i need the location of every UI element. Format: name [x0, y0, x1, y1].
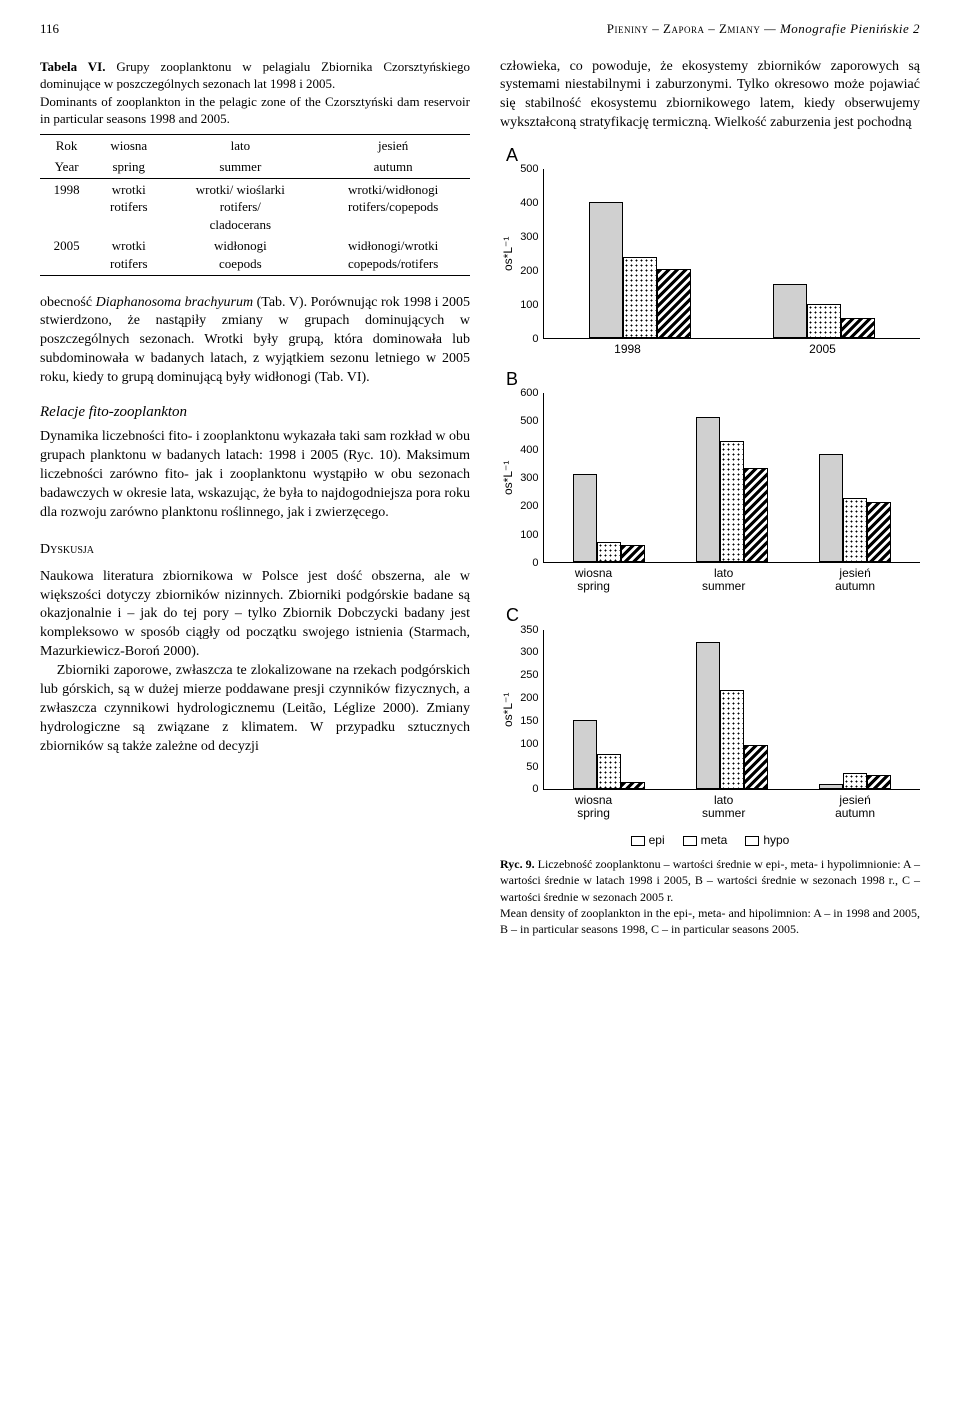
bar-meta — [843, 498, 867, 562]
running-head: 116 Pieniny – Zapora – Zmiany — Monograf… — [40, 20, 920, 38]
table-row: 1998 wrotkirotifers wrotki/ wioślarkirot… — [40, 178, 470, 235]
body-text: Zbiorniki zaporowe, zwłaszcza te zlokali… — [40, 662, 470, 756]
y-axis-label: os*L⁻¹ — [500, 630, 516, 790]
bar-hypo — [867, 502, 891, 562]
running-title: Pieniny – Zapora – Zmiany — Monografie P… — [607, 20, 920, 38]
panel-C-label: C — [506, 603, 920, 627]
body-text: człowieka, co powoduje, że ekosystemy zb… — [500, 58, 920, 134]
legend-swatch-hypo — [745, 836, 759, 846]
y-axis-label: os*L⁻¹ — [500, 393, 516, 563]
legend-swatch-meta — [683, 836, 697, 846]
chart-C: os*L⁻¹350300250200150100500wiosna spring… — [500, 630, 920, 820]
section-head-dyskusja: Dyskusja — [40, 541, 470, 560]
bar-epi — [773, 284, 807, 338]
bar-epi — [819, 454, 843, 562]
table6-caption: Tabela VI. Grupy zooplanktonu w pelagial… — [40, 58, 470, 128]
table6: Rok wiosna lato jesień Year spring summe… — [40, 134, 470, 276]
table-row: 2005 wrotkirotifers widłonogicoepods wid… — [40, 235, 470, 275]
bar-epi — [696, 642, 720, 788]
bar-hypo — [867, 775, 891, 789]
bar-epi — [573, 720, 597, 789]
bar-epi — [819, 784, 843, 789]
bar-hypo — [621, 545, 645, 562]
bar-meta — [623, 257, 657, 339]
bar-epi — [589, 202, 623, 338]
bar-hypo — [744, 745, 768, 788]
legend: epi meta hypo — [500, 832, 920, 848]
bar-hypo — [621, 782, 645, 789]
page-number: 116 — [40, 20, 59, 38]
fig9-caption: Ryc. 9. Liczebność zooplanktonu – wartoś… — [500, 856, 920, 937]
bar-meta — [807, 304, 841, 338]
chart-A: os*L⁻¹500400300200100019982005 — [500, 169, 920, 356]
body-text: Dynamika liczebności fito- i zooplankton… — [40, 428, 470, 522]
bar-meta — [720, 690, 744, 788]
chart-B: os*L⁻¹6005004003002001000wiosna springla… — [500, 393, 920, 593]
bar-meta — [843, 773, 867, 789]
bar-hypo — [744, 468, 768, 562]
bar-hypo — [841, 318, 875, 338]
body-text: obecność Diaphanosoma brachyurum (Tab. V… — [40, 294, 470, 388]
y-axis-label: os*L⁻¹ — [500, 169, 516, 339]
subsection-head: Relacje fito-zooplankton — [40, 402, 470, 422]
bar-meta — [720, 441, 744, 561]
bar-meta — [597, 542, 621, 562]
bar-epi — [573, 474, 597, 562]
panel-A-label: A — [506, 143, 920, 167]
panel-B-label: B — [506, 367, 920, 391]
legend-swatch-epi — [631, 836, 645, 846]
bar-meta — [597, 754, 621, 788]
bar-epi — [696, 417, 720, 562]
body-text: Naukowa literatura zbiornikowa w Polsce … — [40, 568, 470, 662]
bar-hypo — [657, 269, 691, 339]
